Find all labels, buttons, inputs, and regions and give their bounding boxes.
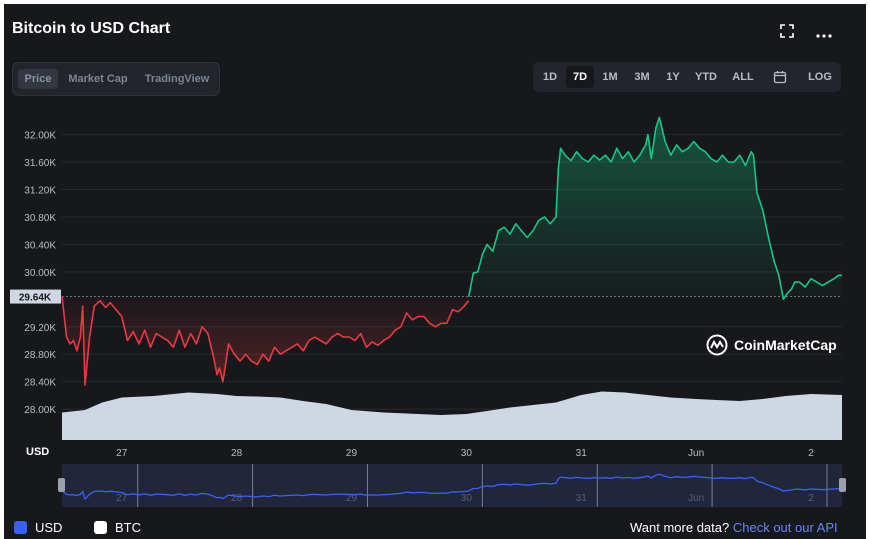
x-tick-label: 28 (231, 448, 243, 459)
y-tick-label: 30.40K (24, 240, 56, 251)
range-3m[interactable]: 3M (634, 71, 650, 83)
price-line-up (467, 116, 842, 301)
volume-area (62, 391, 842, 440)
btc-label: BTC (115, 520, 141, 535)
y-tick-label: 28.40K (24, 378, 56, 389)
usd-toggle[interactable]: USD (14, 520, 62, 535)
tab-tradingview[interactable]: TradingView (144, 73, 210, 85)
range-ytd[interactable]: YTD (695, 71, 717, 83)
range-1d[interactable]: 1D (542, 71, 558, 83)
more-data-text: Want more data? Check out our API (630, 520, 838, 535)
y-axis-unit: USD (26, 446, 50, 458)
chart-panel: Bitcoin to USD Chart Price Market Cap Tr… (4, 4, 866, 539)
watermark-text: CoinMarketCap (734, 337, 837, 353)
navigator-tick-label: 28 (231, 493, 243, 504)
more-data-label: Want more data? (630, 520, 730, 535)
navigator-line (61, 473, 842, 500)
price-area-down (62, 296, 469, 386)
y-tick-label: 29.20K (24, 323, 56, 334)
more-icon[interactable] (816, 26, 832, 44)
x-tick-label: Jun (688, 448, 704, 459)
x-tick-label: 29 (346, 448, 358, 459)
watermark: CoinMarketCap (706, 334, 837, 356)
tab-market-cap[interactable]: Market Cap (68, 73, 128, 85)
checkbox-unchecked-icon[interactable] (94, 521, 107, 534)
y-tick-label: 30.80K (24, 213, 56, 224)
x-tick-label: 30 (461, 448, 473, 459)
x-tick-label: 31 (576, 448, 588, 459)
checkbox-checked-icon[interactable] (14, 521, 27, 534)
y-tick-label: 31.20K (24, 185, 56, 196)
api-link[interactable]: Check out our API (732, 520, 838, 535)
y-tick-label: 31.60K (24, 158, 56, 169)
navigator-tick-label: 30 (461, 493, 473, 504)
navigator-handle-right (839, 478, 846, 492)
x-tick-label: 2 (808, 448, 814, 459)
navigator-tick-label: 31 (576, 493, 588, 504)
log-toggle[interactable]: LOG (808, 71, 832, 83)
price-line-down (61, 296, 470, 386)
y-tick-label: 32.00K (24, 131, 56, 142)
price-chart: 28.00K 28.40K 28.80K 29.20K 29.64K 30.00K 30.4… (10, 116, 846, 507)
view-tabs: Price Market Cap TradingView (12, 62, 220, 96)
range-1m[interactable]: 1M (602, 71, 618, 83)
navigator-track (62, 464, 842, 507)
tab-price[interactable]: Price (18, 69, 58, 89)
range-selector: 1D 7D 1M 3M 1Y YTD ALL LOG (533, 62, 841, 92)
navigator-tick-label: 2 (808, 493, 814, 504)
expand-icon[interactable] (780, 24, 794, 43)
chart-title: Bitcoin to USD Chart (12, 20, 171, 37)
baseline-label: 29.64K (19, 293, 52, 304)
usd-label: USD (35, 520, 63, 535)
baseline-badge (10, 289, 61, 304)
btc-toggle[interactable]: BTC (94, 520, 141, 535)
range-all[interactable]: ALL (732, 71, 754, 83)
navigator-tick-label: 29 (346, 493, 358, 504)
range-7d[interactable]: 7D (566, 66, 594, 88)
price-area-up (468, 117, 842, 300)
navigator-tick-label: 27 (116, 493, 128, 504)
calendar-icon[interactable] (769, 66, 791, 88)
y-tick-label: 28.80K (24, 350, 56, 361)
coinmarketcap-logo-icon (706, 334, 728, 356)
navigator-handle-left (58, 478, 65, 492)
y-tick-label: 30.00K (24, 268, 56, 279)
range-1y[interactable]: 1Y (666, 71, 680, 83)
navigator-tick-label: Jun (688, 493, 704, 504)
x-tick-label: 27 (116, 448, 128, 459)
y-tick-label: 28.00K (24, 405, 56, 416)
